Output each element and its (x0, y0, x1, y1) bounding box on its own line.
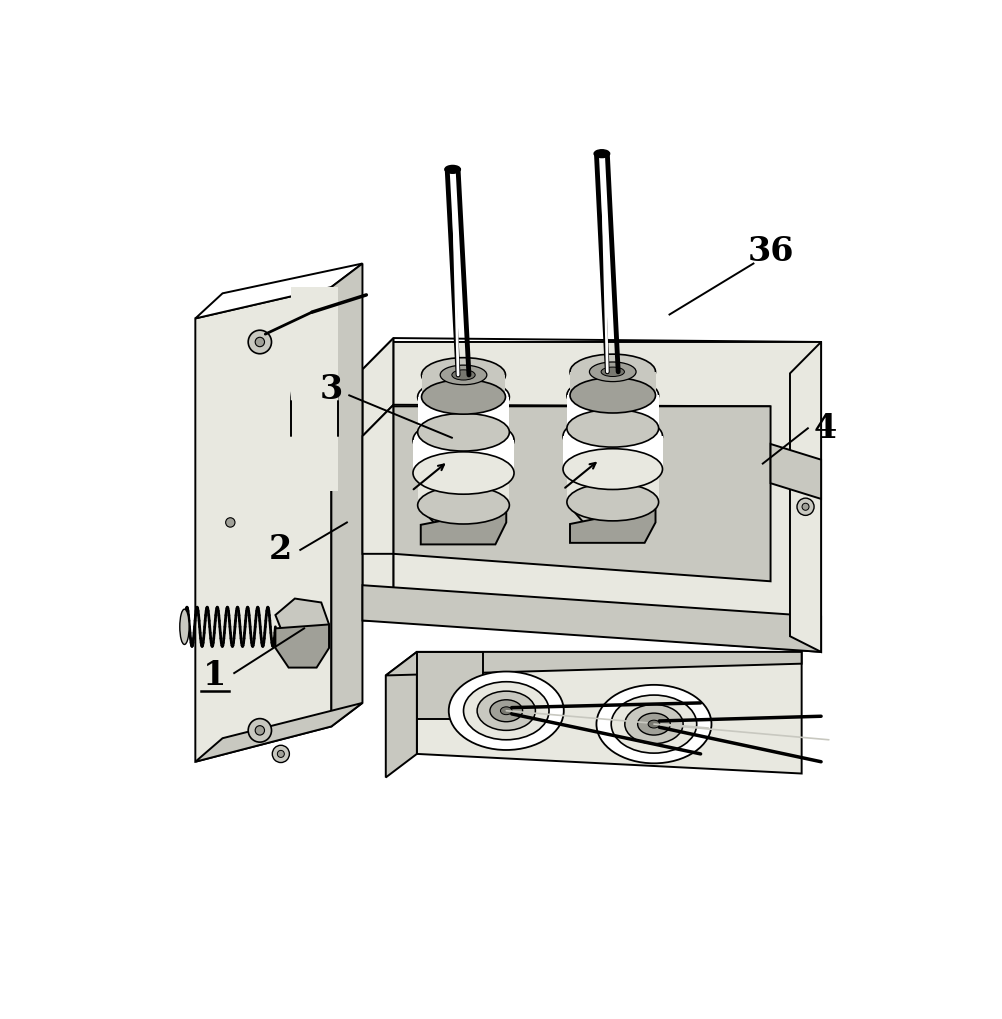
Text: 2: 2 (269, 533, 293, 567)
Ellipse shape (562, 416, 662, 457)
Polygon shape (566, 395, 658, 428)
Polygon shape (569, 506, 655, 543)
Polygon shape (276, 598, 329, 648)
Ellipse shape (500, 707, 512, 714)
Polygon shape (291, 400, 338, 491)
Ellipse shape (179, 609, 189, 644)
Ellipse shape (421, 358, 505, 392)
Ellipse shape (596, 685, 710, 763)
Polygon shape (417, 652, 483, 718)
Polygon shape (331, 264, 362, 727)
Ellipse shape (272, 745, 290, 762)
Ellipse shape (413, 451, 514, 494)
Ellipse shape (802, 503, 809, 511)
Ellipse shape (610, 695, 696, 753)
Ellipse shape (417, 454, 509, 492)
Ellipse shape (417, 378, 509, 416)
Polygon shape (362, 338, 821, 373)
Polygon shape (421, 487, 506, 532)
Polygon shape (362, 338, 393, 621)
Ellipse shape (448, 672, 563, 750)
Ellipse shape (225, 518, 234, 527)
Text: 1: 1 (202, 659, 226, 692)
Polygon shape (362, 405, 770, 438)
Ellipse shape (247, 718, 272, 742)
Ellipse shape (647, 720, 659, 728)
Ellipse shape (569, 378, 655, 413)
Ellipse shape (445, 165, 460, 173)
Ellipse shape (255, 337, 265, 346)
Ellipse shape (413, 419, 514, 462)
Ellipse shape (566, 450, 658, 488)
Polygon shape (417, 473, 509, 505)
Ellipse shape (489, 700, 522, 721)
Polygon shape (195, 264, 362, 318)
Ellipse shape (477, 691, 535, 731)
Polygon shape (291, 287, 338, 400)
Polygon shape (195, 287, 331, 762)
Polygon shape (417, 396, 509, 432)
Polygon shape (421, 375, 505, 396)
Ellipse shape (255, 726, 265, 735)
Ellipse shape (566, 376, 658, 414)
Polygon shape (562, 436, 662, 469)
Polygon shape (417, 652, 801, 773)
Ellipse shape (417, 486, 509, 524)
Ellipse shape (440, 365, 486, 385)
Ellipse shape (247, 330, 272, 354)
Ellipse shape (593, 150, 609, 158)
Polygon shape (421, 508, 506, 544)
Polygon shape (393, 342, 821, 652)
Text: 36: 36 (746, 235, 793, 268)
Polygon shape (195, 703, 362, 762)
Ellipse shape (463, 682, 548, 740)
Ellipse shape (569, 355, 655, 389)
Ellipse shape (624, 704, 682, 744)
Ellipse shape (278, 750, 284, 757)
Polygon shape (566, 469, 658, 502)
Polygon shape (413, 440, 513, 473)
Ellipse shape (562, 448, 662, 489)
Polygon shape (790, 342, 821, 652)
Ellipse shape (417, 414, 509, 451)
Polygon shape (386, 652, 801, 676)
Ellipse shape (452, 370, 475, 380)
Polygon shape (569, 483, 655, 530)
Ellipse shape (566, 483, 658, 521)
Polygon shape (569, 372, 655, 395)
Ellipse shape (421, 380, 505, 414)
Polygon shape (276, 625, 329, 667)
Ellipse shape (589, 362, 635, 381)
Text: 3: 3 (320, 373, 343, 406)
Polygon shape (386, 652, 417, 777)
Polygon shape (770, 444, 821, 499)
Ellipse shape (637, 713, 669, 735)
Text: 4: 4 (813, 412, 836, 444)
Ellipse shape (291, 364, 338, 438)
Ellipse shape (797, 498, 814, 516)
Polygon shape (362, 585, 821, 652)
Polygon shape (393, 407, 770, 581)
Ellipse shape (566, 410, 658, 447)
Ellipse shape (600, 367, 624, 376)
Polygon shape (362, 405, 393, 554)
